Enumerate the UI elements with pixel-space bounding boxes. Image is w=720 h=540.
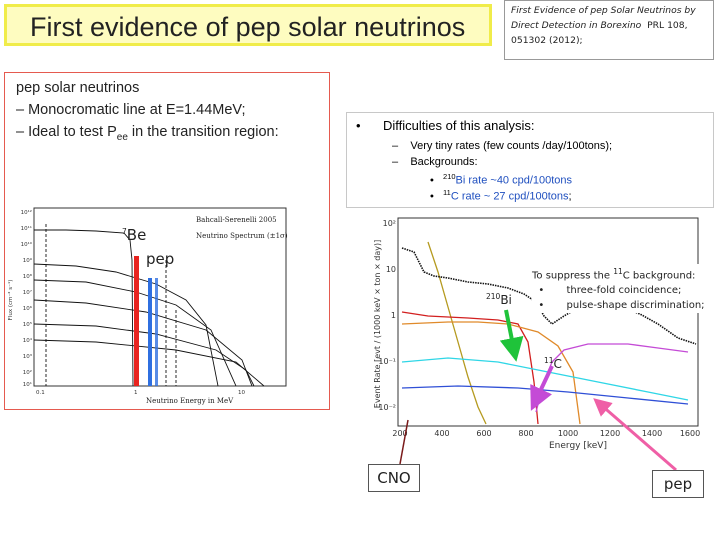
energy-xlabel: Energy [keV] <box>549 441 607 451</box>
background-c11: • 11C rate ~ 27 cpd/100tons; <box>430 188 572 203</box>
reference-box: First Evidence of pep Solar Neutrinos by… <box>504 0 714 60</box>
pep-line-bar-2 <box>155 278 158 386</box>
reference-line3: 051302 (2012); <box>511 35 583 46</box>
intro-line1: pep solar neutrinos <box>16 80 140 96</box>
energy-ytick: 10⁻¹ <box>378 357 396 366</box>
spec-ytick: 10⁴ <box>23 337 33 344</box>
reference-line2: Direct Detection in Borexino <box>511 20 642 31</box>
background-bi210: • 210Bi rate ~40 cpd/100tons <box>430 172 573 187</box>
pep-label-box: pep <box>652 470 704 498</box>
energy-xtick: 600 <box>476 429 491 438</box>
spec-xtick: 0.1 <box>36 390 45 396</box>
spec-ytick: 10¹ <box>23 381 32 388</box>
spec-ytick: 10⁸ <box>23 273 33 280</box>
energy-ytick: 1 <box>391 311 396 320</box>
reference-line1: First Evidence of pep Solar Neutrinos by <box>511 5 696 16</box>
title-banner <box>4 4 492 46</box>
energy-xtick: 400 <box>434 429 449 438</box>
spec-ytick: 10⁵ <box>23 321 32 328</box>
spec-ytick: 10¹² <box>21 209 32 216</box>
spec-ytick: 10⁷ <box>23 289 32 296</box>
spec-legend-title: Bahcall-Serenelli 2005 <box>196 216 277 224</box>
be7-line-bar <box>134 256 139 386</box>
pep-line-bar <box>148 278 152 386</box>
spec-xlabel: Neutrino Energy in MeV <box>146 397 234 405</box>
bi210-label: 210Bi <box>486 292 512 307</box>
energy-xtick: 1400 <box>642 429 662 438</box>
spec-ytick: 10⁹ <box>23 257 32 264</box>
spec-ytick: 10¹¹ <box>21 225 32 232</box>
reference-journal: PRL 108, <box>647 20 688 31</box>
spec-ytick: 10² <box>23 369 32 376</box>
difficulties-item2: – Backgrounds: <box>392 156 478 168</box>
spec-ylabel: Flux (cm⁻² s⁻¹) <box>7 280 14 321</box>
po210-curve <box>401 321 581 425</box>
energy-xtick: 800 <box>518 429 533 438</box>
energy-ylabel: Event Rate [evt / (1000 keV × ton × day)… <box>373 240 382 408</box>
slide-title: First evidence of pep solar neutrinos <box>30 12 466 42</box>
energy-ytick: 10² <box>383 219 396 228</box>
spec-xtick: 10 <box>238 390 245 396</box>
energy-xtick: 1000 <box>558 429 578 438</box>
c11-label: 11C <box>544 356 562 371</box>
pep-left-label: pep <box>146 250 175 268</box>
energy-ytick: 10 <box>386 265 396 274</box>
spec-ytick: 10⁶ <box>23 305 33 312</box>
kr85-curve <box>427 241 487 425</box>
energy-xtick: 200 <box>392 429 407 438</box>
energy-xtick: 1600 <box>680 429 700 438</box>
difficulties-box <box>346 112 714 208</box>
energy-spectrum-plot: 10² 10 1 10⁻¹ 10⁻² 200 400 600 800 1000 … <box>373 217 700 451</box>
difficulties-bullet: • <box>356 118 361 133</box>
neutrino-spectrum-plot: 10¹² 10¹¹ 10¹⁰ 10⁹ 10⁸ 10⁷ 10⁶ 10⁵ 10⁴ 1… <box>7 207 288 405</box>
spec-legend-sub: Neutrino Spectrum (±1σ) <box>196 232 288 240</box>
energy-ytick: 10⁻² <box>378 403 396 412</box>
cno-label-box: CNO <box>368 464 420 492</box>
intro-line2: – Monocromatic line at E=1.44MeV; <box>16 102 246 118</box>
difficulties-heading: Difficulties of this analysis: <box>383 118 535 133</box>
spectrum-curves <box>33 224 265 387</box>
difficulties-item1: – Very tiny rates (few counts /day/100to… <box>392 140 613 152</box>
energy-xtick: 1200 <box>600 429 620 438</box>
intro-line3: – Ideal to test Pee in the transition re… <box>16 124 279 143</box>
spec-ytick: 10¹⁰ <box>21 241 33 248</box>
suppress-note: To suppress the 11C background: • three-… <box>532 264 705 314</box>
be7-label: 7Be <box>122 226 147 244</box>
spec-ytick: 10³ <box>23 353 32 360</box>
spec-xtick: 1 <box>134 390 138 396</box>
